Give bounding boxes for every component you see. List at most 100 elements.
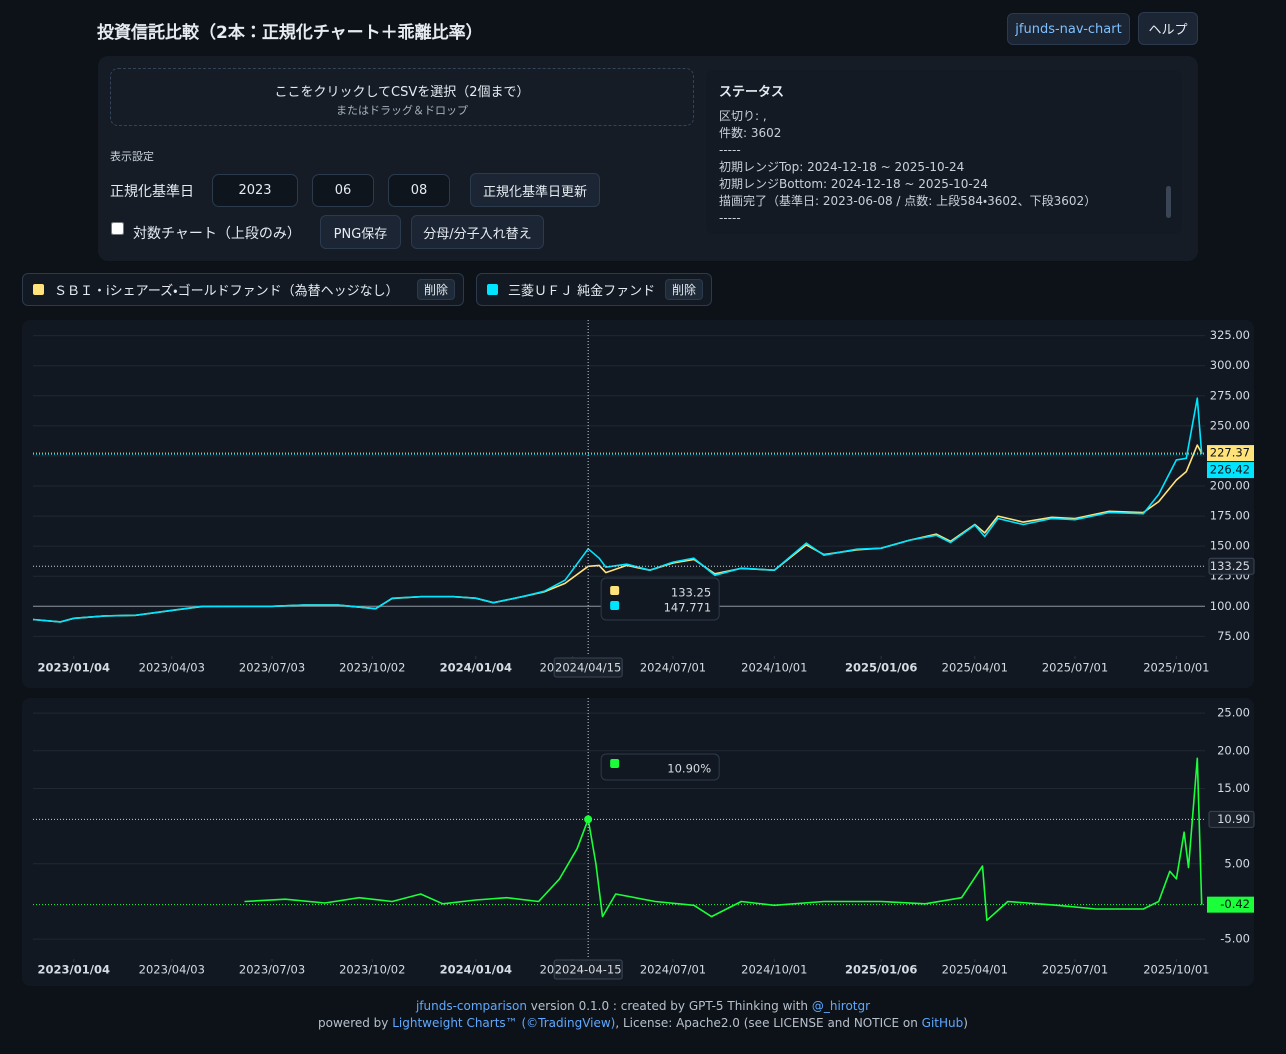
- footer-link[interactable]: Lightweight Charts™ (©TradingView): [392, 1016, 616, 1030]
- status-line: 描画完了（基準日: 2023-06-08 / 点数: 上段584・3602、下段…: [719, 194, 1097, 208]
- crosshair-date-box: [553, 657, 623, 678]
- tooltip: [600, 753, 720, 781]
- crosshair-date-box: [553, 959, 623, 980]
- x-tick-label: 2023/10/02: [339, 661, 405, 675]
- series-line: [32, 397, 1203, 623]
- footer-text: , License: Apache2.0 (see LICENSE and NO…: [615, 1016, 922, 1030]
- help-button[interactable]: ヘルプ: [1138, 12, 1198, 45]
- x-tick-label: 2025/04/01: [942, 963, 1008, 977]
- legend-chip: 三菱ＵＦＪ 純金ファンド 削除: [476, 273, 712, 306]
- year-input[interactable]: 2023: [212, 174, 298, 207]
- footer-text: powered by: [318, 1016, 393, 1030]
- log-checkbox[interactable]: [111, 222, 124, 235]
- last-value-box: [1207, 445, 1254, 462]
- legend-swatch: [487, 284, 498, 295]
- scrollbar: [1166, 186, 1171, 218]
- update-button[interactable]: 正規化基準日更新: [470, 173, 600, 207]
- x-tick-label: 2023/07/03: [239, 661, 305, 675]
- tooltip-value: 10.90%: [667, 762, 711, 776]
- tooltip-swatch: [610, 759, 620, 768]
- delete-button[interactable]: 削除: [664, 279, 703, 300]
- y-tick-label: 150.00: [1210, 539, 1250, 553]
- x-tick-label: 2024/01/04: [440, 963, 512, 977]
- y-tick-label: 175.00: [1210, 509, 1250, 523]
- legend-label: 三菱ＵＦＪ 純金ファンド: [508, 284, 656, 299]
- y-tick-label: 5.00: [1224, 856, 1250, 870]
- swap-button[interactable]: 分母/分子入れ替え: [411, 215, 544, 249]
- x-tick-label: 2025/01/06: [845, 661, 917, 675]
- x-tick-label: 2024/01/04: [440, 661, 512, 675]
- last-value-box: [1207, 896, 1254, 913]
- y-tick-label: 25.00: [1217, 706, 1250, 720]
- x-tick-label: 2024/10/01: [741, 661, 807, 675]
- x-tick-label: 2025/01/06: [845, 963, 917, 977]
- nav-link-button[interactable]: jfunds-nav-chart: [1007, 13, 1130, 45]
- x-tick-label: 2023/01/04: [38, 661, 110, 675]
- chart-panel: [22, 320, 1254, 688]
- y-tick-label: 300.00: [1210, 358, 1250, 372]
- x-tick-label: 2023/10/02: [339, 963, 405, 977]
- x-tick-label: 2024/10/01: [741, 963, 807, 977]
- status-line: -----: [719, 211, 741, 220]
- tooltip: [600, 577, 720, 621]
- last-value-label: 226.42: [1210, 463, 1250, 477]
- page-title: 投資信託比較（2本：正規化チャート＋乖離比率）: [97, 23, 483, 43]
- footer-link[interactable]: jfunds-comparison: [415, 999, 527, 1013]
- drop-subtitle: またはドラッグ＆ドロップ: [336, 104, 468, 117]
- legend-chip: ＳＢＩ・iシェアーズ・ゴールドファンド（為替ヘッジなし） 削除: [22, 273, 464, 306]
- x-tick-label: 2025/10/01: [1143, 963, 1209, 977]
- base-date-label: 正規化基準日: [110, 184, 194, 200]
- day-input[interactable]: 08: [388, 174, 450, 207]
- y-tick-label: 20.00: [1217, 743, 1250, 757]
- y-tick-label: 100.00: [1210, 599, 1250, 613]
- status-line: 初期レンジBottom: 2024-12-18 ~ 2025-10-24: [719, 177, 989, 191]
- tooltip-value: 133.25: [671, 586, 711, 600]
- status-line: 区切り: ,: [719, 109, 767, 123]
- crosshair-price-box: [1208, 810, 1255, 828]
- x-tick-label: 2025/04/01: [942, 661, 1008, 675]
- x-tick-label: 2024/07/01: [640, 661, 706, 675]
- last-value-label: 227.37: [1210, 446, 1250, 460]
- y-tick-label: 275.00: [1210, 388, 1250, 402]
- footer-link[interactable]: @_hirotgr: [811, 999, 871, 1013]
- y-tick-label: -5.00: [1220, 932, 1250, 946]
- delete-button[interactable]: 削除: [416, 279, 455, 300]
- status-panel: ステータス 区切り: , 件数: 3602 ----- 初期レンジTop: 2024-…: [706, 70, 1182, 234]
- x-tick-label: 2023/04/03: [139, 661, 205, 675]
- log-label[interactable]: 対数チャート（上段のみ）: [133, 226, 301, 242]
- last-value-box: [1207, 462, 1254, 479]
- x-tick-label: 2025/10/01: [1143, 661, 1209, 675]
- chart-panel: [22, 698, 1254, 986]
- x-tick-label: 2025/07/01: [1042, 661, 1108, 675]
- y-tick-label: 75.00: [1217, 629, 1250, 643]
- crosshair-price: 10.90: [1217, 812, 1250, 826]
- footer-link[interactable]: GitHub: [921, 1016, 964, 1030]
- x-tick-label: 2025/07/01: [1042, 963, 1108, 977]
- y-tick-label: 15.00: [1217, 781, 1250, 795]
- x-tick-label: 2023/04/03: [139, 963, 205, 977]
- x-tick-label: 2023/01/04: [38, 963, 110, 977]
- settings-label: 表示設定: [110, 150, 154, 163]
- tooltip-swatch: [610, 601, 620, 610]
- footer-text: version 0.1.0 : created by GPT-5 Thinkin…: [526, 999, 812, 1013]
- status-log: 区切り: , 件数: 3602 ----- 初期レンジTop: 2024-12-18 …: [719, 108, 1182, 220]
- series-line: [244, 757, 1203, 922]
- y-tick-label: 325.00: [1210, 328, 1250, 342]
- status-line: 初期レンジTop: 2024-12-18 ~ 2025-10-24: [719, 160, 965, 174]
- month-input[interactable]: 06: [312, 174, 374, 207]
- png-button[interactable]: PNG保存: [320, 215, 401, 249]
- tooltip-swatch: [610, 586, 620, 595]
- crosshair-marker: [584, 815, 593, 824]
- crosshair-date: 2024-04-15: [555, 963, 622, 977]
- y-tick-label: 250.00: [1210, 418, 1250, 432]
- x-tick-label: 2024/07/01: [640, 963, 706, 977]
- status-line: 件数: 3602: [719, 126, 782, 140]
- legend-label: ＳＢＩ・iシェアーズ・ゴールドファンド（為替ヘッジなし）: [54, 284, 399, 299]
- status-title: ステータス: [719, 85, 785, 100]
- crosshair-price-box: [1208, 557, 1255, 575]
- crosshair-date: 2024/04/15: [555, 661, 621, 675]
- drop-zone[interactable]: ここをクリックしてCSVを選択（2個まで） またはドラッグ＆ドロップ: [110, 68, 694, 126]
- tooltip-value: 147.771: [664, 601, 712, 615]
